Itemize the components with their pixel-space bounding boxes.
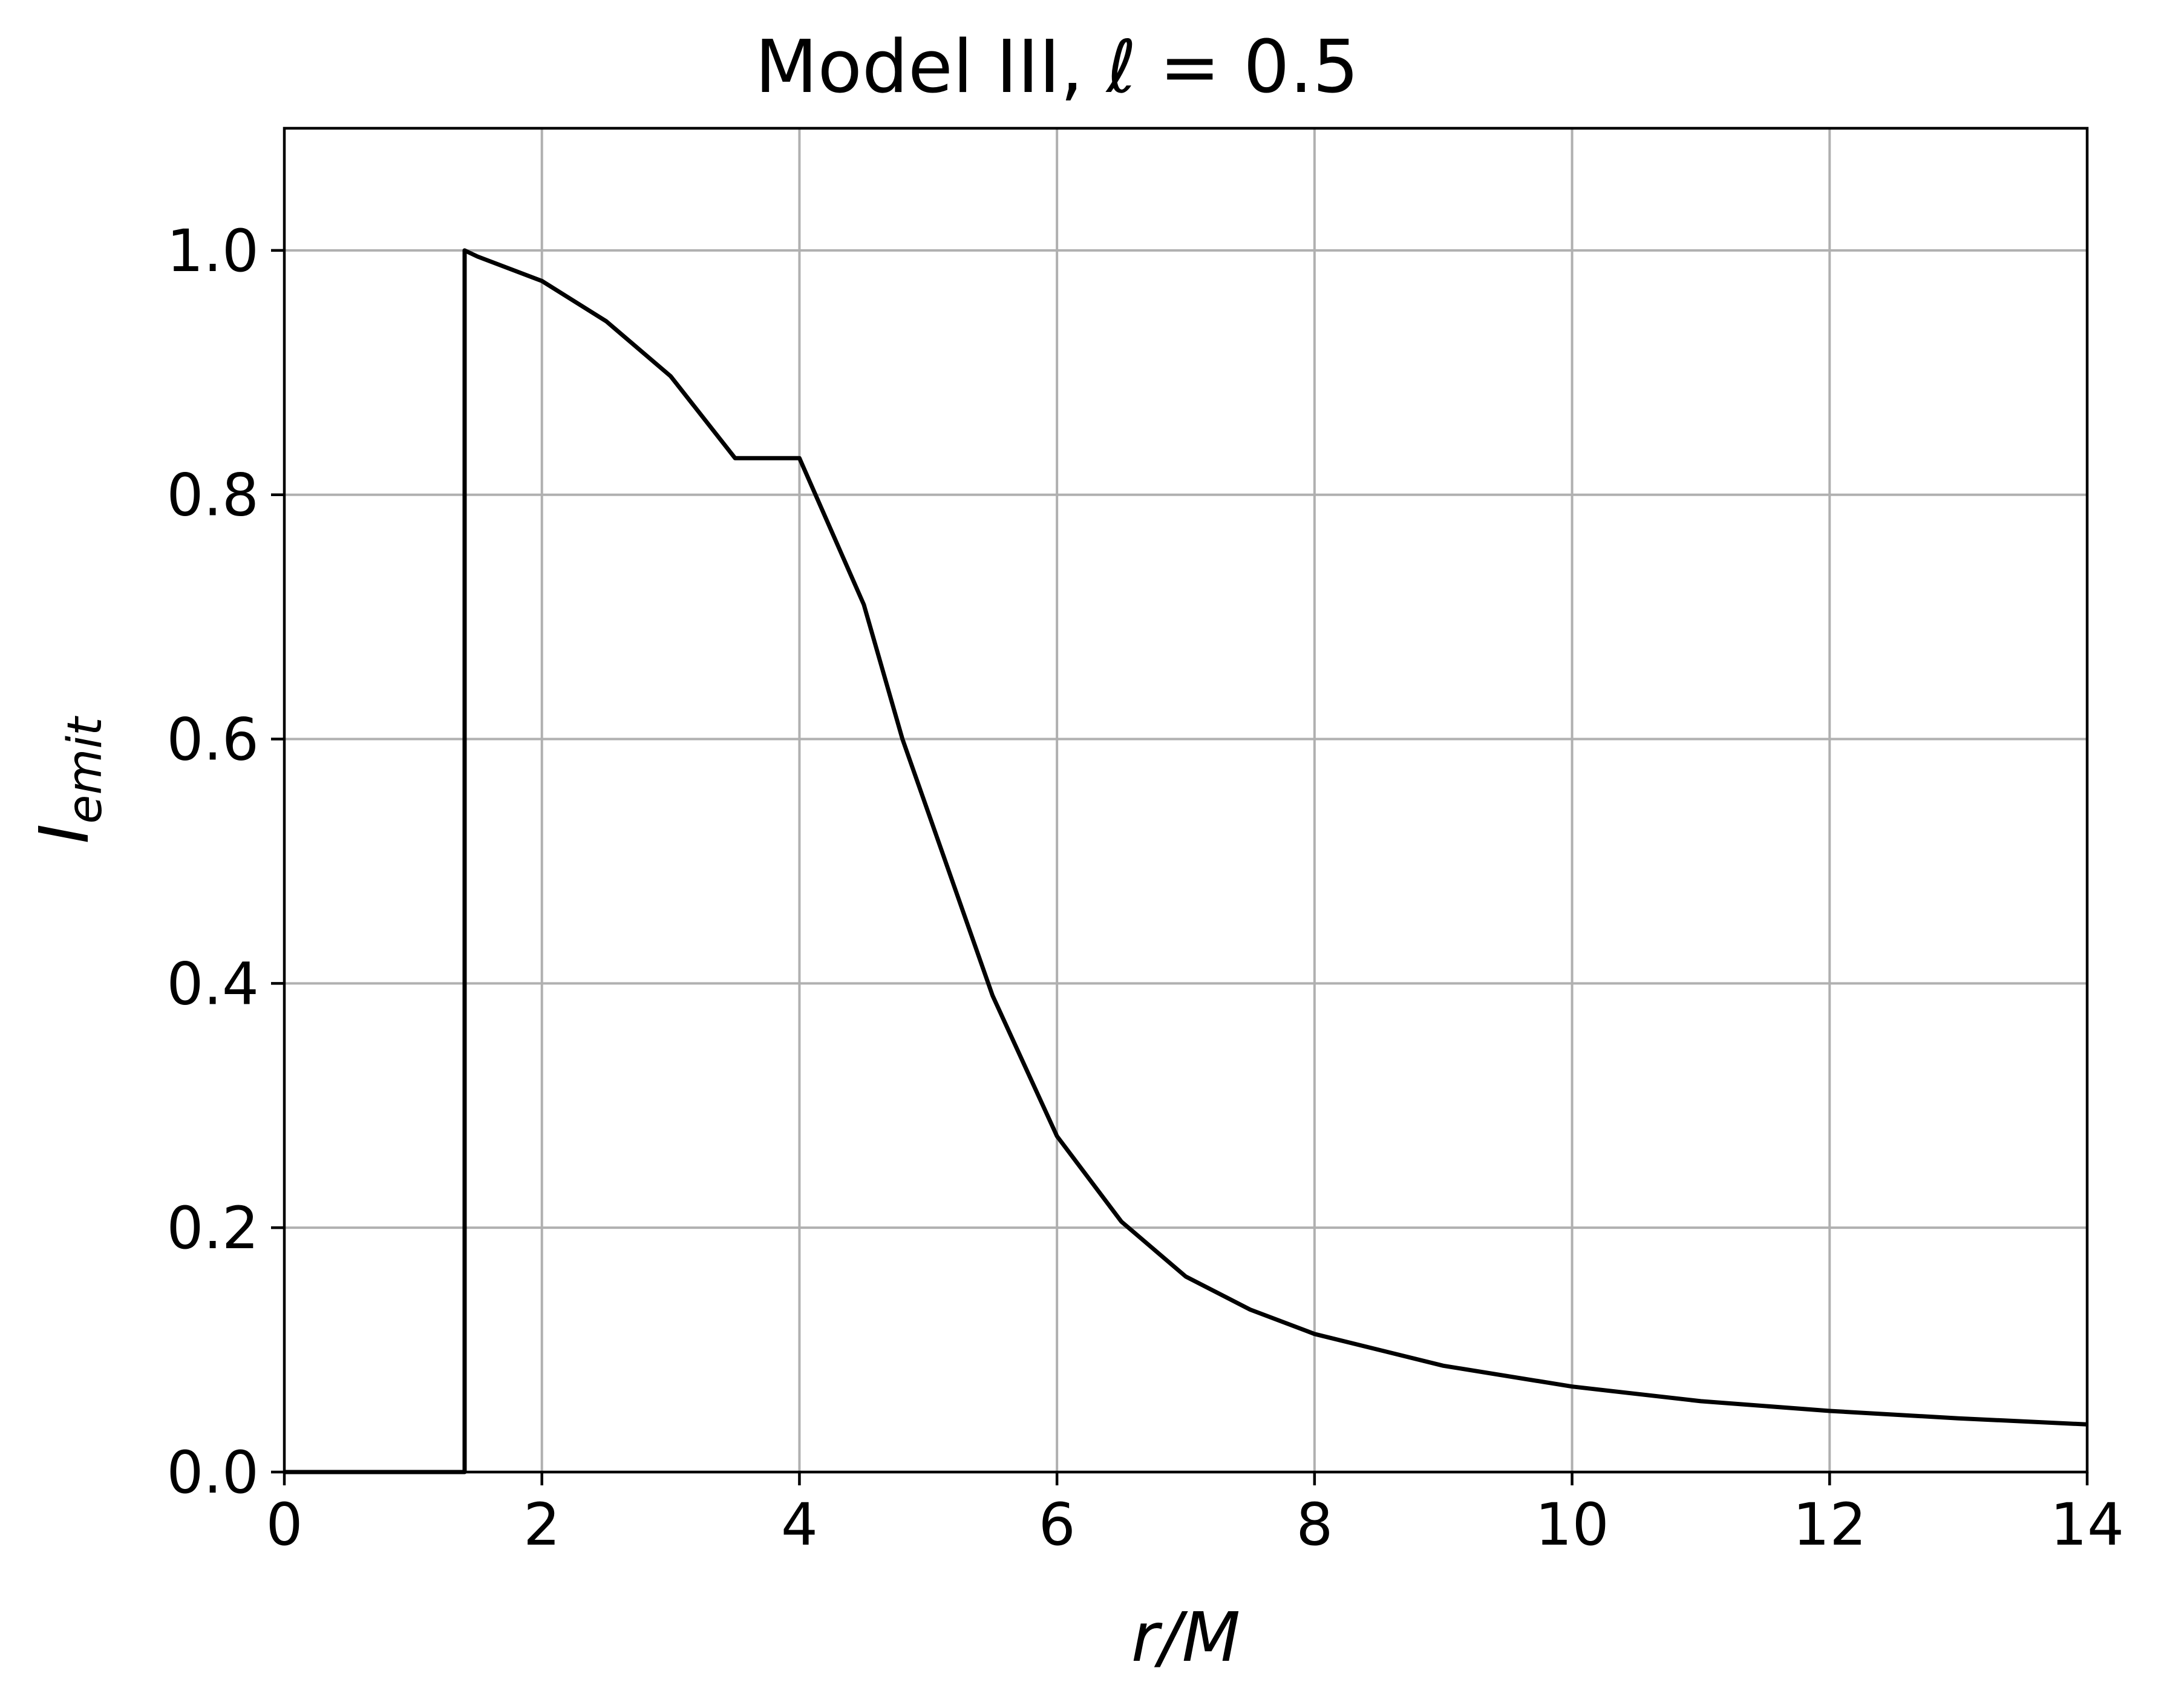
y-axis-label-subscript: emit	[58, 716, 113, 824]
y-tick-label: 0.4	[166, 950, 259, 1018]
y-tick-label: 0.2	[166, 1194, 259, 1262]
x-tick-label: 12	[1793, 1491, 1866, 1559]
chart-title: Model III, ℓ = 0.5	[755, 25, 1359, 110]
y-tick-label: 1.0	[166, 217, 259, 285]
plot-frame	[283, 126, 2089, 1474]
grid-lines	[284, 128, 2087, 1472]
y-axis-label-main: I	[25, 824, 104, 844]
x-tick-label: 4	[781, 1491, 818, 1559]
x-tick-label: 2	[523, 1491, 560, 1559]
y-tick-label: 0.6	[166, 706, 259, 774]
y-tick-label: 0.8	[166, 462, 259, 529]
series-layer	[284, 248, 2088, 1474]
x-tick-label: 0	[266, 1491, 302, 1559]
x-axis-label: r/M	[1131, 1598, 1240, 1677]
x-tick-label: 8	[1296, 1491, 1333, 1559]
axes	[283, 126, 2089, 1474]
x-tick-label: 10	[1535, 1491, 1609, 1559]
ticks: 0 2 4 6 8 10 12 14 0.0 0.2 0.4 0.6 0.8 1.0	[166, 217, 2124, 1559]
y-tick-label: 0.0	[166, 1439, 259, 1507]
x-tick-label: 14	[2050, 1491, 2124, 1559]
series-line	[284, 248, 2088, 1474]
y-axis-label: Iemit	[25, 716, 113, 844]
x-tick-label: 6	[1039, 1491, 1076, 1559]
